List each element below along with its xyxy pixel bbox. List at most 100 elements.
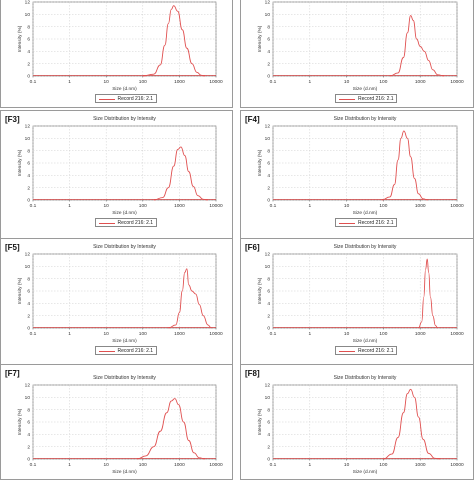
chart-svg: 0.1 1 10 100 1000 10000 0 2 4 6 8 10 12 Size (d.nm) In…: [17, 0, 223, 92]
x-axis-label: Size (d.nm): [353, 338, 378, 344]
y-tick-label: 4: [267, 49, 270, 55]
x-tick-label: 1: [68, 462, 71, 468]
y-tick-label: 8: [267, 148, 270, 154]
chart-svg: Size Distribution by Intensity 0.1 1 10 10 0 1…: [257, 375, 464, 475]
y-axis-label: Intensity (%): [17, 408, 23, 435]
x-tick-label: 1: [308, 462, 311, 468]
series-line: [418, 258, 438, 329]
x-tick-label: 100: [139, 331, 147, 337]
chart-svg: 0.1 1 10 100 1000 10000 0 2 4 6 8 10 12 Size (d.nm) In…: [257, 0, 464, 92]
x-tick-label: 10: [344, 79, 350, 85]
panel-label: [F5]: [5, 243, 20, 252]
x-tick-label: 0.1: [270, 462, 277, 468]
series-line: [153, 146, 208, 201]
x-tick-label: 10: [104, 79, 110, 85]
chart-legend: Record 216: 2.1: [335, 218, 397, 227]
x-tick-label: 1: [308, 79, 311, 85]
y-tick-label: 4: [27, 49, 30, 55]
y-tick-label: 0: [267, 198, 270, 204]
y-tick-label: 2: [267, 185, 270, 191]
y-tick-label: 8: [27, 407, 30, 413]
y-tick-label: 0: [27, 326, 30, 332]
y-axis-label: Intensity (%): [17, 149, 23, 176]
y-tick-label: 6: [27, 420, 30, 426]
x-tick-label: 1000: [415, 79, 426, 85]
y-tick-label: 10: [265, 136, 271, 142]
y-axis-label: Intensity (%): [17, 277, 23, 304]
x-tick-label: 10: [344, 462, 350, 468]
series-line: [142, 5, 205, 77]
y-tick-label: 4: [267, 173, 270, 179]
x-axis-label: Size (d.nm): [353, 210, 378, 216]
chart-panel: Size Distribution by Intensity 0.1 1 10 100 1…: [240, 238, 474, 366]
x-tick-label: 0.1: [270, 203, 277, 209]
x-tick-label: 100: [379, 79, 387, 85]
chart-panel: 0.1 1 10 100 1000 10000 0 2 4 6 8 10 12 Size (d.nm) In…: [240, 0, 474, 108]
y-tick-label: 12: [265, 252, 271, 258]
x-tick-label: 0.1: [270, 79, 277, 85]
y-tick-label: 0: [27, 74, 30, 80]
x-tick-label: 100: [379, 331, 387, 337]
y-tick-label: 12: [265, 0, 271, 6]
legend-swatch: [339, 222, 355, 224]
legend-swatch: [339, 98, 355, 100]
y-tick-label: 12: [25, 124, 31, 130]
series-line: [389, 15, 445, 77]
y-tick-label: 10: [25, 395, 31, 401]
series-line: [383, 388, 441, 460]
y-tick-label: 12: [25, 383, 31, 389]
y-tick-label: 6: [27, 161, 30, 167]
y-tick-label: 8: [267, 276, 270, 282]
x-tick-label: 10000: [209, 331, 223, 337]
x-tick-label: 10000: [209, 79, 223, 85]
chart-title: Size Distribution by Intensity: [93, 116, 156, 122]
y-tick-label: 4: [27, 301, 30, 307]
x-tick-label: 1: [308, 203, 311, 209]
y-tick-label: 10: [265, 395, 271, 401]
y-tick-label: 2: [267, 444, 270, 450]
legend-swatch: [98, 98, 115, 100]
legend-label: Record 216: 2.1: [358, 348, 394, 354]
chart-svg: Size Distribution by Intensity 0.1 1 10 100 1…: [17, 375, 223, 475]
x-tick-label: 1: [308, 331, 311, 337]
panel-label: [F6]: [245, 243, 260, 252]
chart-legend: Record 216: 2.1: [94, 218, 157, 227]
x-tick-label: 100: [139, 79, 147, 85]
x-tick-label: 1000: [415, 203, 426, 209]
chart-title: Size Distribution by Intensity: [93, 375, 156, 381]
y-tick-label: 0: [267, 457, 270, 463]
panel-label: [F8]: [245, 369, 260, 378]
chart-title: Size Distribution by Intensity: [334, 116, 397, 122]
x-axis-label: Size (d.nm): [353, 469, 378, 475]
x-tick-label: 10000: [209, 203, 223, 209]
x-tick-label: 1000: [174, 203, 185, 209]
chart-legend: Record 216: 2.1: [335, 94, 397, 103]
panel-label: [F7]: [5, 369, 20, 378]
x-tick-label: 100: [139, 462, 147, 468]
y-tick-label: 2: [27, 313, 30, 319]
chart-title: Size Distribution by Intensity: [334, 375, 397, 381]
chart-panel: Size Distribution by Intensity 0.1 1 10 100 1…: [0, 238, 233, 366]
x-tick-label: 0.1: [30, 462, 37, 468]
y-axis-label: Intensity (%): [257, 25, 263, 52]
y-axis-label: Intensity (%): [257, 277, 263, 304]
chart-legend: Record 216: 2.1: [94, 94, 157, 103]
y-tick-label: 0: [27, 457, 30, 463]
x-tick-label: 100: [379, 203, 387, 209]
legend-swatch: [339, 350, 355, 352]
chart-legend: Record 216: 2.1: [335, 346, 397, 355]
x-tick-label: 1: [68, 331, 71, 337]
y-tick-label: 6: [267, 37, 270, 43]
series-line: [381, 130, 428, 201]
panel-label: [F3]: [5, 115, 20, 124]
legend-swatch: [98, 222, 115, 224]
y-tick-label: 8: [267, 407, 270, 413]
y-tick-label: 12: [25, 0, 31, 6]
x-tick-label: 10: [104, 203, 110, 209]
chart-title: Size Distribution by Intensity: [334, 244, 397, 250]
x-tick-label: 1000: [415, 462, 426, 468]
chart-title: Size Distribution by Intensity: [93, 244, 156, 250]
y-tick-label: 10: [25, 136, 31, 142]
